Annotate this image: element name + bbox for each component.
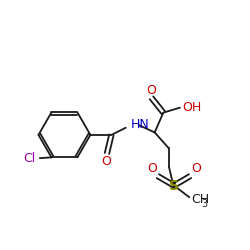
Text: O: O <box>146 84 156 96</box>
Text: 3: 3 <box>201 198 207 208</box>
Text: O: O <box>191 162 201 175</box>
Text: OH: OH <box>182 101 201 114</box>
Text: Cl: Cl <box>23 152 36 165</box>
Text: O: O <box>101 156 111 168</box>
Text: HN: HN <box>131 118 150 132</box>
Text: CH: CH <box>191 193 210 206</box>
Text: S: S <box>169 178 179 192</box>
Text: O: O <box>147 162 157 175</box>
